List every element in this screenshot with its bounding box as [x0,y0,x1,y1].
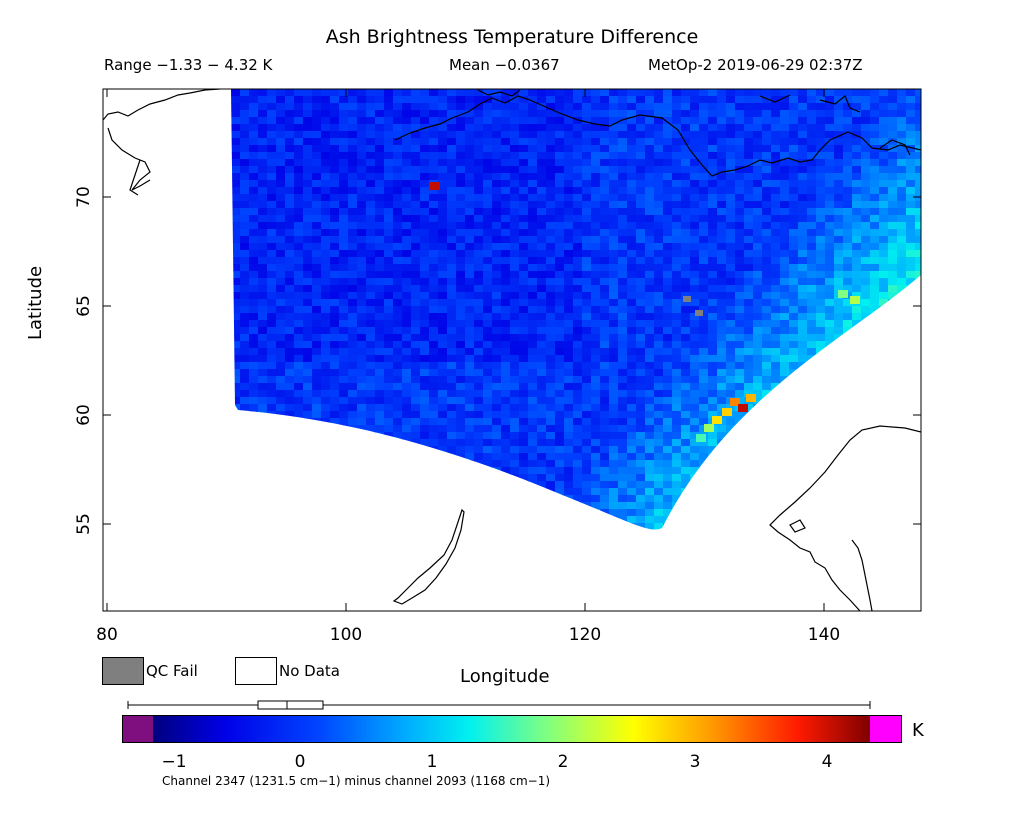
x-tick-label: 80 [96,625,118,645]
kamchatka-coast [769,425,921,611]
channel-caption: Channel 2347 (1231.5 cm−1) minus channel… [162,774,551,788]
x-axis-label: Longitude [460,666,550,687]
y-tick-label: 70 [74,186,94,208]
y-tick-label: 55 [74,513,94,535]
qc-fail-swatch [102,657,144,685]
y-tick-label: 60 [74,404,94,426]
colorbar-tick-label: 4 [821,752,833,772]
qc-fail-label: QC Fail [146,662,198,680]
plot-title: Ash Brightness Temperature Difference [325,26,699,48]
coastline-northwest [103,89,221,196]
plot-frame [102,88,922,612]
colorbar [122,715,902,743]
x-tick-label: 120 [569,625,601,645]
colorbar-ramp [153,715,870,743]
y-axis-label: Latitude [25,265,46,340]
axis-ticks [103,89,921,611]
colorbar-tick-label: 1 [426,752,438,772]
x-tick-label: 140 [808,625,840,645]
y-tick-label: 65 [74,295,94,317]
colorbar-tick-label: 3 [689,752,701,772]
x-tick-label: 100 [330,625,362,645]
summary-boxplot [127,700,871,710]
colorbar-tick-label: 0 [294,752,306,772]
no-data-label: No Data [279,662,340,680]
colorbar-tick-label: 2 [557,752,569,772]
coastline-north [394,95,921,177]
sakhalin-coast [392,508,465,605]
satellite-timestamp: MetOp-2 2019-06-29 02:37Z [648,56,863,74]
value-range: Range −1.33 − 4.32 K [104,56,273,74]
colorbar-under-swatch [122,715,153,743]
mean-value: Mean −0.0367 [449,56,560,74]
colorbar-over-swatch [870,715,902,743]
colorbar-tick-label: −1 [161,752,187,772]
no-data-swatch [235,657,277,685]
coastline-north-islands [477,89,911,156]
colorbar-unit: K [912,720,924,741]
coastlines [103,89,921,611]
